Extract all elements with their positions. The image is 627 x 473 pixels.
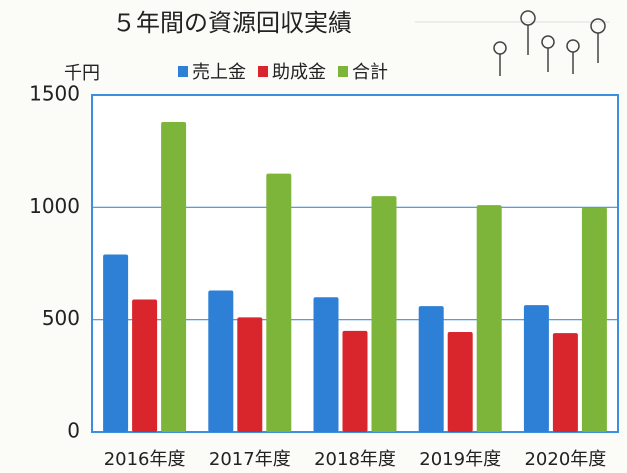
legend-swatch [178, 66, 188, 77]
bar [132, 299, 157, 432]
bar [237, 317, 262, 432]
chart: ５年間の資源回収実績 千円 050010001500売上金助成金合計2016年度… [0, 0, 627, 473]
x-tick-label: 2020年度 [524, 449, 606, 470]
illustration [494, 11, 605, 76]
bar [266, 174, 291, 432]
bar [553, 333, 578, 432]
legend-label: 売上金 [192, 62, 246, 83]
legend-swatch [258, 66, 268, 77]
legend-label: 助成金 [272, 62, 326, 83]
bar [314, 297, 339, 432]
bar [208, 290, 233, 432]
y-tick-label: 0 [67, 419, 80, 443]
y-tick-label: 500 [42, 306, 80, 330]
bar [582, 207, 607, 432]
bar [161, 122, 186, 432]
legend-label: 合計 [352, 62, 388, 83]
x-tick-label: 2017年度 [209, 449, 291, 470]
y-tick-label: 1500 [29, 82, 80, 106]
bar [372, 196, 397, 432]
bar [419, 306, 444, 432]
x-tick-label: 2016年度 [104, 449, 186, 470]
bar [524, 305, 549, 432]
x-tick-label: 2018年度 [314, 449, 396, 470]
x-tick-label: 2019年度 [419, 449, 501, 470]
legend-swatch [338, 66, 348, 77]
bar [103, 255, 128, 432]
chart-title: ５年間の資源回収実績 [112, 9, 352, 37]
bar [343, 331, 368, 432]
bar [448, 332, 473, 432]
bar [477, 205, 502, 432]
y-tick-label: 1000 [29, 194, 80, 218]
